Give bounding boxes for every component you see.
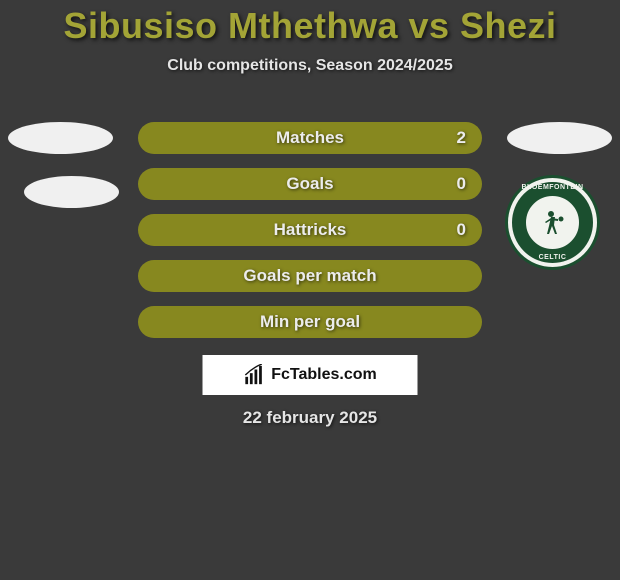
avatar-placeholder-icon (8, 122, 113, 154)
stat-value: 0 (457, 174, 466, 194)
stat-row-matches: Matches 2 (138, 122, 482, 154)
avatar-placeholder-icon (507, 122, 612, 154)
badge-figure-icon (538, 208, 568, 238)
stats-container: Matches 2 Goals 0 Hattricks 0 Goals per … (138, 122, 482, 352)
badge-text-top: BLOEMFONTEIN (522, 184, 584, 191)
stat-label: Goals per match (243, 266, 376, 286)
player-left-avatars (8, 122, 119, 230)
club-badge: BLOEMFONTEIN CELTIC (505, 175, 600, 270)
footer-date: 22 february 2025 (243, 408, 377, 428)
brand-label: FcTables.com (271, 366, 377, 384)
stat-label: Hattricks (274, 220, 347, 240)
comparison-title: Sibusiso Mthethwa vs Shezi (0, 0, 620, 47)
stat-row-min-per-goal: Min per goal (138, 306, 482, 338)
stat-label: Matches (276, 128, 344, 148)
stat-label: Min per goal (260, 312, 360, 332)
stat-value: 2 (457, 128, 466, 148)
stat-label: Goals (286, 174, 333, 194)
brand-box[interactable]: FcTables.com (203, 355, 418, 395)
bar-chart-icon (243, 364, 265, 386)
stat-row-hattricks: Hattricks 0 (138, 214, 482, 246)
badge-text-bottom: CELTIC (539, 254, 567, 261)
stat-row-goals-per-match: Goals per match (138, 260, 482, 292)
stat-row-goals: Goals 0 (138, 168, 482, 200)
subtitle: Club competitions, Season 2024/2025 (0, 57, 620, 75)
badge-center (530, 200, 575, 245)
stat-value: 0 (457, 220, 466, 240)
avatar-placeholder-icon (24, 176, 119, 208)
